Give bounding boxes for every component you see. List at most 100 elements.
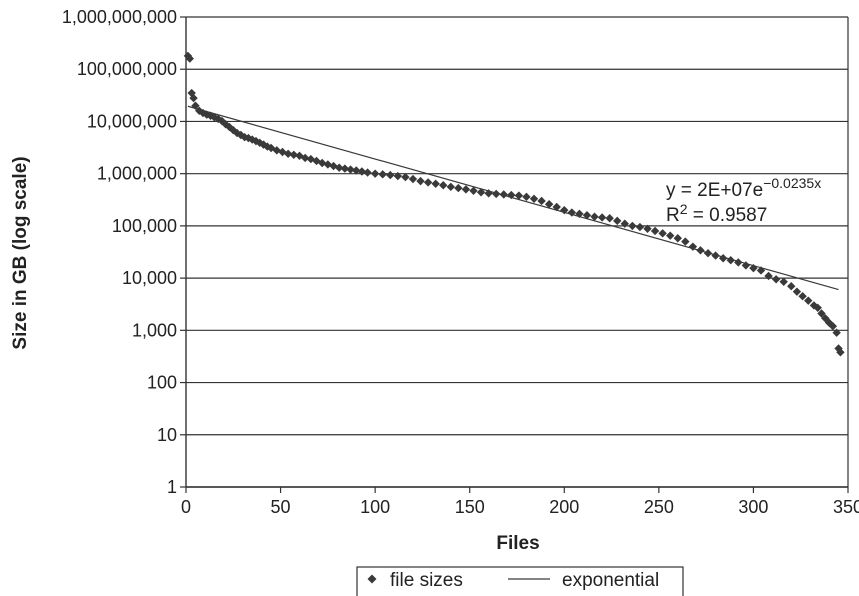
data-point	[688, 242, 698, 251]
data-point	[813, 303, 822, 313]
data-point	[357, 167, 367, 176]
r-squared-sup: 2	[680, 201, 688, 217]
data-point	[817, 309, 826, 318]
data-point	[756, 266, 766, 275]
data-point	[771, 275, 781, 284]
x-tick-label: 300	[738, 497, 768, 517]
grid-lines	[186, 16, 848, 488]
data-point	[210, 113, 219, 122]
data-point	[317, 158, 327, 168]
y-tick-label: 10,000	[122, 268, 177, 288]
y-tick-label: 100,000,000	[77, 59, 177, 79]
data-point	[431, 179, 440, 188]
data-point	[620, 219, 630, 228]
data-point	[650, 226, 660, 236]
equation-exponent: −0.0235x	[763, 175, 821, 191]
data-point	[779, 277, 788, 286]
data-point	[346, 165, 355, 174]
legend-box	[356, 566, 684, 596]
y-tick-label: 1	[167, 477, 177, 497]
r-squared-prefix: R	[666, 205, 680, 226]
data-point	[597, 213, 607, 222]
data-point	[628, 221, 637, 231]
data-point	[734, 258, 743, 267]
data-point	[198, 108, 208, 118]
legend: file sizes exponential	[356, 566, 684, 596]
data-point	[408, 174, 418, 184]
legend-label-exponential: exponential	[562, 570, 659, 591]
y-tick-label: 10	[157, 425, 177, 445]
data-point	[824, 318, 834, 327]
data-point	[244, 133, 253, 143]
data-point	[352, 166, 361, 175]
x-tick-label: 150	[455, 497, 485, 517]
data-point	[416, 176, 425, 186]
data-point	[499, 190, 508, 199]
y-tick-labels: 1 10 100 1,000 10,000 100,000 1,000,000 10,000,…	[62, 7, 177, 497]
data-point	[529, 194, 539, 204]
data-point	[590, 212, 599, 221]
data-point	[537, 196, 546, 206]
data-point	[283, 149, 293, 159]
x-tick-label: 0	[181, 497, 191, 517]
x-tick-labels: 0 50 100 150 200 250 300 350	[181, 497, 859, 517]
data-point	[476, 188, 486, 197]
y-tick-label: 10,000,000	[87, 111, 177, 131]
axes	[180, 16, 849, 493]
r-squared-value: = 0.9587	[688, 205, 768, 226]
data-point	[560, 205, 569, 215]
data-point	[673, 234, 682, 243]
data-point	[423, 178, 433, 187]
equation-prefix: y = 2E+07e	[666, 180, 763, 201]
data-point	[635, 222, 645, 232]
data-point	[696, 246, 705, 255]
y-axis-title: Size in GB (log scale)	[10, 156, 31, 349]
x-tick-label: 350	[833, 497, 859, 517]
data-point	[832, 328, 841, 337]
data-point	[491, 189, 501, 199]
x-tick-label: 50	[271, 497, 291, 517]
data-point	[446, 182, 455, 192]
data-point	[263, 142, 272, 151]
data-point	[613, 216, 622, 226]
y-tick-label: 1,000,000	[97, 164, 177, 184]
data-point	[522, 192, 531, 202]
y-tick-label: 100,000	[112, 216, 177, 236]
data-point	[363, 168, 372, 177]
data-point	[764, 271, 773, 281]
data-point	[340, 164, 350, 173]
trendline-equation: y = 2E+07e−0.0235x R2 = 0.9587	[666, 175, 821, 226]
data-point	[787, 282, 796, 291]
data-point	[191, 101, 200, 110]
data-point	[401, 172, 410, 182]
file-size-points	[183, 51, 845, 357]
data-point	[552, 202, 561, 212]
data-point	[567, 208, 577, 217]
data-point	[643, 224, 652, 233]
data-point	[300, 153, 310, 163]
data-point	[461, 185, 471, 194]
data-point	[828, 321, 838, 331]
data-point	[605, 214, 614, 223]
x-tick-label: 250	[644, 497, 674, 517]
x-axis-title: Files	[496, 533, 539, 554]
data-point	[232, 128, 242, 138]
data-point	[189, 93, 198, 103]
data-point	[804, 296, 813, 305]
data-point	[792, 287, 802, 296]
data-point	[582, 211, 592, 220]
legend-marker-file-sizes	[367, 574, 377, 584]
data-point	[289, 150, 299, 159]
data-point	[666, 231, 675, 240]
x-tick-label: 200	[549, 497, 579, 517]
data-point	[335, 163, 344, 172]
data-point	[221, 120, 230, 129]
legend-label-file-sizes: file sizes	[390, 570, 463, 591]
x-tick-label: 100	[360, 497, 390, 517]
data-point	[185, 54, 194, 63]
data-point	[514, 191, 524, 200]
data-point	[681, 237, 690, 246]
data-point	[703, 248, 713, 258]
equation-text: y = 2E+07e−0.0235x	[666, 175, 821, 201]
